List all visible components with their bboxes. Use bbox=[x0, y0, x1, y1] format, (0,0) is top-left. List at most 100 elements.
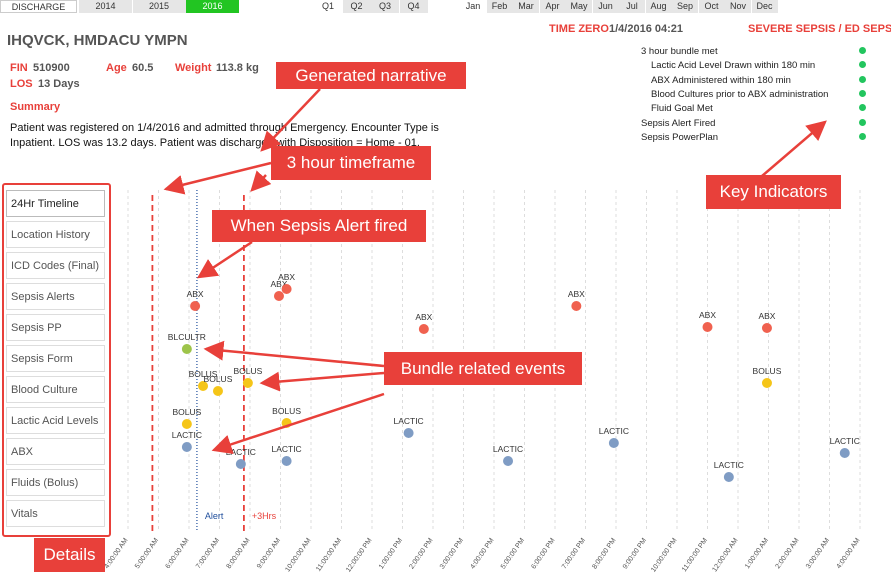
event-label: ABX bbox=[415, 312, 432, 322]
condition: SEVERE SEPSIS / ED SEPSIS bbox=[748, 23, 891, 35]
marker-label: Alert bbox=[205, 511, 224, 521]
event-dot bbox=[242, 378, 253, 388]
indicator-label: Sepsis PowerPlan bbox=[641, 131, 719, 143]
month-tab[interactable]: Sep bbox=[672, 0, 698, 13]
quarter-tab[interactable]: Q1 bbox=[314, 0, 342, 13]
marker-label: +3Hrs bbox=[252, 511, 277, 521]
year-tab[interactable]: 2014 bbox=[79, 0, 132, 13]
field-value: 113.8 kg bbox=[216, 62, 259, 74]
year-tab[interactable]: 2015 bbox=[132, 0, 186, 13]
x-tick-label: 5:00:00 AM bbox=[134, 537, 160, 570]
x-tick-label: 6:00:00 AM bbox=[165, 537, 191, 570]
event-dot bbox=[571, 301, 582, 311]
event-dot bbox=[281, 456, 292, 466]
nav-button[interactable]: Fluids (Bolus) bbox=[6, 469, 105, 496]
event-label: LACTIC bbox=[226, 447, 256, 457]
event-dot bbox=[181, 442, 192, 452]
event-label: BLCULTR bbox=[168, 332, 206, 342]
event-label: BOLUS bbox=[189, 369, 218, 379]
month-tab[interactable]: Jul bbox=[619, 0, 645, 13]
time-zero-label: TIME ZERO bbox=[549, 23, 609, 35]
month-tab[interactable]: Feb bbox=[486, 0, 513, 13]
nav-frame bbox=[2, 183, 111, 537]
indicator-label: Lactic Acid Level Drawn within 180 min bbox=[651, 60, 816, 72]
year-tab[interactable]: 2016 bbox=[186, 0, 239, 13]
callout: 3 hour timeframe bbox=[271, 146, 431, 180]
field-value: 13 Days bbox=[38, 78, 80, 90]
nav-button[interactable]: Sepsis PP bbox=[6, 314, 105, 341]
x-tick-label: 3:00:00 PM bbox=[439, 537, 465, 570]
indicator-dot bbox=[859, 118, 866, 126]
indicator-dot bbox=[859, 104, 866, 112]
event-label: LACTIC bbox=[830, 436, 860, 446]
patient-name: IHQVCK, HMDACU YMPN bbox=[7, 32, 188, 49]
month-tab[interactable]: Dec bbox=[751, 0, 778, 13]
event-dot bbox=[839, 448, 850, 458]
event-label: BOLUS bbox=[272, 406, 301, 416]
event-label: ABX bbox=[278, 272, 295, 282]
quarter-tab[interactable]: Q4 bbox=[399, 0, 428, 13]
event-label: BOLUS bbox=[172, 407, 201, 417]
indicator-label: 3 hour bundle met bbox=[641, 46, 718, 57]
callout: When Sepsis Alert fired bbox=[212, 210, 426, 242]
time-zero: 1/4/2016 04:21 bbox=[609, 23, 684, 35]
x-tick-label: 12:00:00 PM bbox=[345, 537, 374, 574]
indicator-dot bbox=[859, 61, 866, 69]
x-tick-label: 10:00:00 PM bbox=[650, 537, 679, 574]
quarter-tab[interactable]: Q2 bbox=[342, 0, 371, 13]
event-dot bbox=[503, 456, 514, 466]
x-tick-label: 2:00:00 AM bbox=[775, 537, 801, 570]
nav-button[interactable]: Sepsis Form bbox=[6, 345, 105, 372]
month-tab[interactable]: Oct bbox=[698, 0, 725, 13]
x-tick-label: 8:00:00 PM bbox=[591, 537, 617, 570]
month-tab[interactable]: Jan bbox=[460, 0, 486, 13]
event-dot bbox=[723, 472, 734, 482]
month-tab[interactable]: Apr bbox=[539, 0, 566, 13]
x-tick-label: 10:00:00 AM bbox=[284, 537, 312, 573]
field-label: Weight bbox=[175, 62, 212, 74]
nav-button[interactable]: ABX bbox=[6, 438, 105, 465]
event-dot bbox=[702, 322, 713, 332]
x-tick-label: 11:00:00 AM bbox=[315, 537, 343, 573]
event-dot bbox=[418, 324, 429, 334]
x-tick-label: 2:00:00 PM bbox=[408, 537, 434, 570]
indicator-label: Fluid Goal Met bbox=[651, 103, 713, 115]
event-dot bbox=[181, 344, 192, 354]
field-value: 60.5 bbox=[132, 62, 154, 74]
x-tick-label: 9:00:00 PM bbox=[622, 537, 648, 570]
callout: Bundle related events bbox=[384, 352, 582, 385]
month-tab[interactable]: Jun bbox=[592, 0, 619, 13]
event-dot bbox=[761, 378, 772, 388]
x-tick-label: 8:00:00 AM bbox=[226, 537, 252, 570]
event-label: ABX bbox=[270, 279, 287, 289]
nav-button[interactable]: Sepsis Alerts bbox=[6, 283, 105, 310]
x-tick-label: 4:00:00 AM bbox=[836, 537, 862, 570]
x-tick-label: 5:00:00 PM bbox=[500, 537, 526, 570]
nav-button[interactable]: 24Hr Timeline bbox=[6, 190, 105, 217]
event-dot bbox=[190, 301, 201, 311]
x-tick-label: 1:00:00 AM bbox=[744, 537, 770, 570]
month-tab[interactable]: Mar bbox=[513, 0, 539, 13]
nav-button[interactable]: ICD Codes (Final) bbox=[6, 252, 105, 279]
event-label: LACTIC bbox=[172, 430, 202, 440]
month-tab[interactable]: Aug bbox=[645, 0, 672, 13]
field-label: LOS bbox=[10, 78, 33, 90]
callout: Generated narrative bbox=[276, 62, 466, 89]
event-dot bbox=[198, 381, 209, 391]
month-tab[interactable]: Nov bbox=[725, 0, 751, 13]
event-label: ABX bbox=[758, 311, 775, 321]
x-tick-label: 12:00:00 AM bbox=[711, 537, 739, 573]
event-label: ABX bbox=[699, 310, 716, 320]
indicator-label: ABX Administered within 180 min bbox=[651, 74, 791, 86]
event-label: ABX bbox=[187, 289, 204, 299]
x-tick-label: 4:00:00 AM bbox=[104, 537, 130, 570]
event-dot bbox=[761, 323, 772, 333]
nav-button[interactable]: Vitals bbox=[6, 500, 105, 527]
month-tab[interactable]: May bbox=[566, 0, 592, 13]
indicator-label: Sepsis Alert Fired bbox=[641, 117, 716, 129]
nav-button[interactable]: Blood Culture bbox=[6, 376, 105, 403]
quarter-tab[interactable]: Q3 bbox=[371, 0, 399, 13]
nav-button[interactable]: Location History bbox=[6, 221, 105, 248]
nav-button[interactable]: Lactic Acid Levels bbox=[6, 407, 105, 434]
